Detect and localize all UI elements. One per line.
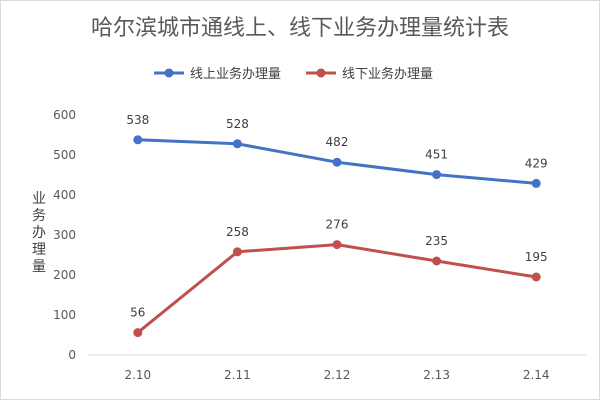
data-point xyxy=(531,178,541,188)
y-tick-label: 500 xyxy=(53,148,76,162)
data-label: 258 xyxy=(226,225,249,239)
data-label: 538 xyxy=(126,113,149,127)
y-tick-labels: 0 100 200 300 400 500 600 xyxy=(53,108,76,362)
y-tick-label: 0 xyxy=(68,348,76,362)
data-point xyxy=(432,170,442,180)
x-tick-label: 2.13 xyxy=(423,368,450,382)
x-tick-label: 2.12 xyxy=(324,368,351,382)
y-axis-label: 业务办理量 xyxy=(32,191,46,275)
data-point xyxy=(531,272,541,282)
data-label: 482 xyxy=(326,135,349,149)
data-label: 276 xyxy=(326,218,349,232)
legend-marker xyxy=(316,68,326,78)
legend-label: 线下业务办理量 xyxy=(342,66,433,82)
y-tick-label: 300 xyxy=(53,228,76,242)
data-point xyxy=(432,256,442,266)
y-tick-label: 200 xyxy=(53,268,76,282)
x-tick-label: 2.10 xyxy=(124,368,151,382)
data-label: 451 xyxy=(425,148,448,162)
series-layer xyxy=(133,135,541,338)
data-point xyxy=(332,157,342,167)
data-point xyxy=(232,247,242,257)
legend-marker xyxy=(164,68,174,78)
legend-item: 线下业务办理量 xyxy=(306,66,433,82)
chart-title: 哈尔滨城市通线上、线下业务办理量统计表 xyxy=(91,16,509,41)
data-point xyxy=(232,139,242,149)
x-tick-label: 2.11 xyxy=(224,368,251,382)
data-label: 235 xyxy=(425,234,448,248)
data-label: 195 xyxy=(525,250,548,264)
data-label: 528 xyxy=(226,117,249,131)
data-label: 56 xyxy=(130,306,145,320)
y-tick-label: 100 xyxy=(53,308,76,322)
data-point xyxy=(332,240,342,250)
series-line xyxy=(136,243,538,335)
data-point xyxy=(133,328,143,338)
legend-item: 线上业务办理量 xyxy=(154,66,281,82)
data-point xyxy=(133,135,143,145)
data-labels: 538 528 482 451 429 56 258 276 235 195 xyxy=(126,113,547,320)
y-tick-label: 400 xyxy=(53,188,76,202)
x-tick-label: 2.14 xyxy=(523,368,550,382)
y-tick-label: 600 xyxy=(53,108,76,122)
x-tick-labels: 2.10 2.11 2.12 2.13 2.14 xyxy=(124,368,549,382)
legend: 线上业务办理量 线下业务办理量 xyxy=(154,66,433,82)
data-label: 429 xyxy=(525,156,548,170)
legend-label: 线上业务办理量 xyxy=(190,66,281,82)
